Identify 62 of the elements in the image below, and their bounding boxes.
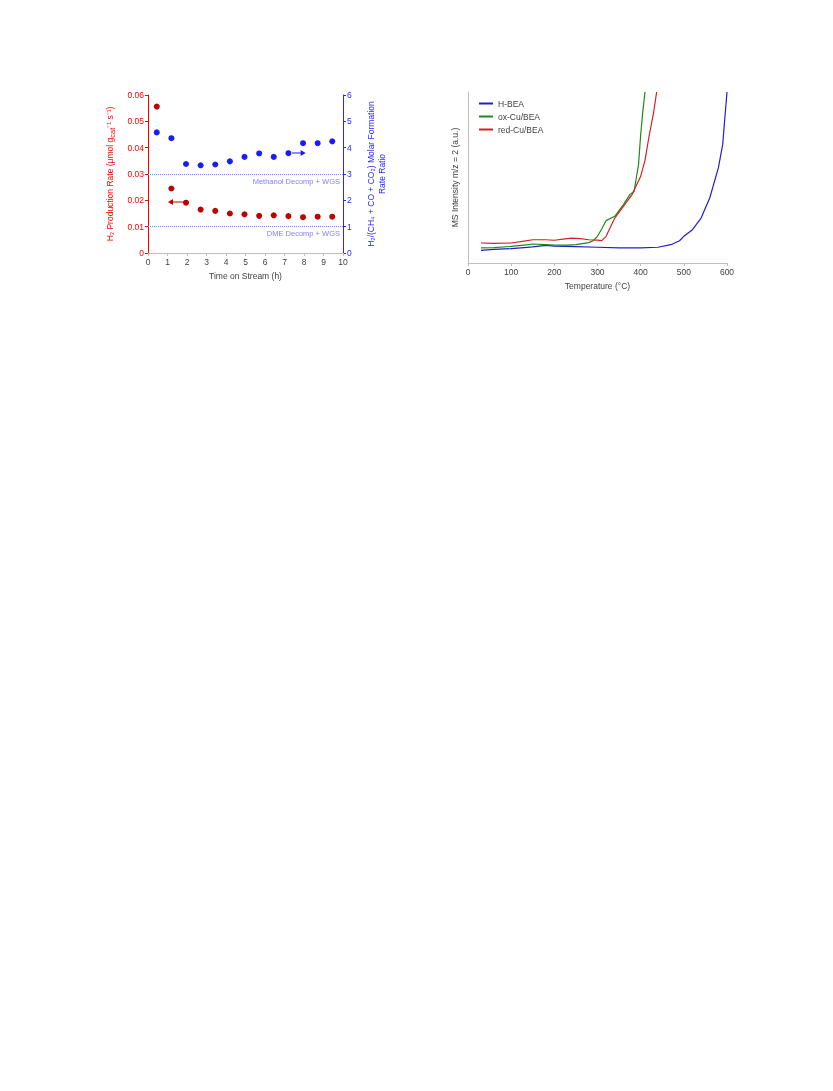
x-tick-label: 1	[165, 256, 171, 267]
point	[212, 207, 219, 214]
point	[168, 135, 175, 142]
point	[285, 213, 292, 220]
point	[226, 158, 233, 165]
point	[168, 185, 175, 192]
x-tick-label: 6	[262, 256, 268, 267]
y2-axis-title: H₂/(CH₄ + CO + CO₂) Molar Formation Rate Ratio	[365, 100, 387, 247]
legend-label: H-BEA	[498, 98, 525, 109]
y2-tick-label: 6	[347, 90, 352, 100]
x-axis-title: Temperature (°C)	[564, 280, 631, 291]
point	[285, 150, 292, 157]
x-tick-label: 8	[301, 256, 307, 267]
x-tick-label: 3	[204, 256, 210, 267]
y2-tick-label: 2	[347, 195, 352, 206]
legend-label: red-Cu/BEA	[498, 124, 544, 135]
x-tick-label: 400	[633, 266, 649, 277]
x-tick-label: 600	[719, 266, 735, 277]
point	[329, 138, 336, 145]
point	[329, 213, 336, 220]
x-tick-label: 0	[465, 266, 471, 277]
point	[256, 212, 263, 219]
point	[197, 206, 204, 213]
point	[314, 213, 321, 220]
point	[241, 211, 248, 218]
y-axis-title: MS Intensity m/z = 2 (a.u.)	[449, 127, 460, 228]
point	[153, 129, 160, 136]
point	[300, 140, 307, 147]
y-tick-label: 0.04	[127, 142, 145, 153]
x-tick-label: 200	[547, 266, 562, 277]
point	[314, 140, 321, 147]
y2-tick-label: 3	[347, 169, 352, 179]
point	[197, 162, 204, 169]
y2-tick-label: 4	[347, 142, 352, 153]
point	[300, 214, 307, 221]
x-tick-label: 7	[282, 256, 288, 267]
point	[241, 153, 248, 160]
y-tick-label: 0.03	[127, 169, 145, 179]
point	[153, 103, 160, 110]
point	[270, 212, 277, 219]
x-tick-label: 9	[321, 256, 327, 267]
x-tick-label: 300	[590, 266, 605, 277]
x-tick-label: 100	[504, 266, 519, 277]
y-tick-label: 0.05	[127, 116, 145, 127]
point	[226, 210, 233, 217]
x-tick-label: 10	[338, 256, 348, 267]
legend-label: ox-Cu/BEA	[498, 111, 541, 122]
y-tick-label: 0.01	[127, 221, 145, 232]
y-tick-label: 0	[139, 248, 145, 258]
x-tick-label: 2	[184, 256, 190, 267]
x-tick-label: 500	[676, 266, 692, 277]
y-tick-label: 0.02	[127, 195, 145, 206]
x-axis-title: Time on Stream (h)	[209, 270, 283, 281]
y-tick-label: 0.06	[127, 90, 145, 100]
point	[183, 160, 190, 167]
y2-tick-label: 0	[347, 248, 352, 258]
x-tick-label: 5	[243, 256, 249, 267]
point	[256, 150, 263, 157]
y2-tick-label: 1	[347, 221, 352, 232]
point	[270, 153, 277, 160]
y2-tick-label: 5	[347, 116, 352, 127]
x-tick-label: 4	[223, 256, 229, 267]
